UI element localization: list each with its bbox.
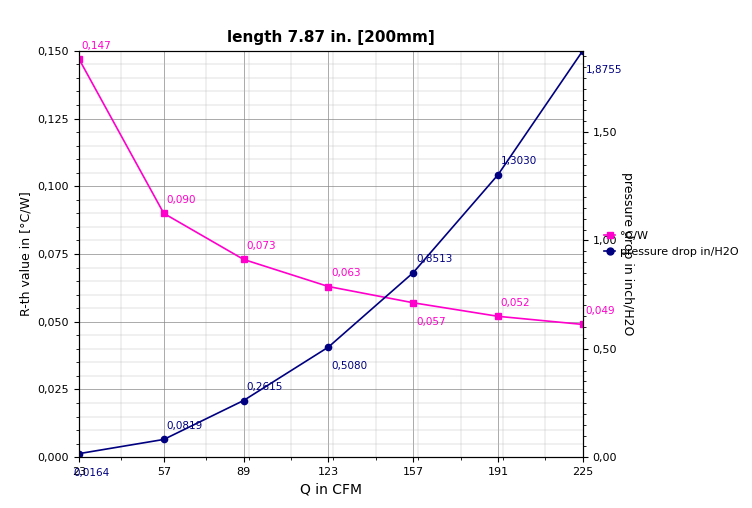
pressure drop in/H2O	[408, 270, 417, 276]
pressure drop in/H2O	[159, 436, 168, 442]
pressure drop in/H2O	[324, 344, 333, 350]
Legend: °C/W, pressure drop in/H2O: °C/W, pressure drop in/H2O	[599, 226, 743, 262]
Text: 0,052: 0,052	[501, 298, 530, 308]
°C/W	[74, 56, 83, 62]
Text: 1,8755: 1,8755	[586, 65, 622, 75]
Text: 0,5080: 0,5080	[331, 361, 367, 371]
°C/W	[159, 210, 168, 216]
Title: length 7.87 in. [200mm]: length 7.87 in. [200mm]	[227, 30, 435, 46]
Text: 0,0819: 0,0819	[166, 421, 203, 431]
Y-axis label: pressure drop in inch/H2O: pressure drop in inch/H2O	[620, 172, 634, 336]
Text: 0,090: 0,090	[166, 195, 196, 205]
Text: 0,0164: 0,0164	[74, 467, 110, 478]
Text: 0,063: 0,063	[331, 268, 361, 278]
pressure drop in/H2O	[239, 397, 248, 403]
Text: 0,8513: 0,8513	[416, 255, 453, 264]
°C/W	[578, 322, 587, 328]
pressure drop in/H2O	[74, 451, 83, 457]
°C/W	[493, 313, 502, 320]
°C/W	[408, 300, 417, 306]
Y-axis label: R-th value in [°C/W]: R-th value in [°C/W]	[19, 192, 32, 316]
Text: 0,073: 0,073	[247, 241, 276, 251]
Text: 0,057: 0,057	[416, 316, 446, 327]
Text: 0,2615: 0,2615	[247, 382, 283, 392]
°C/W	[324, 283, 333, 290]
Line: °C/W: °C/W	[76, 56, 586, 328]
pressure drop in/H2O	[578, 48, 587, 54]
Text: 0,049: 0,049	[586, 306, 615, 316]
X-axis label: Q in CFM: Q in CFM	[300, 483, 362, 496]
°C/W	[239, 257, 248, 263]
Text: 0,147: 0,147	[82, 41, 111, 51]
Text: 1,3030: 1,3030	[501, 156, 537, 167]
pressure drop in/H2O	[493, 172, 502, 178]
Line: pressure drop in/H2O: pressure drop in/H2O	[76, 48, 586, 457]
